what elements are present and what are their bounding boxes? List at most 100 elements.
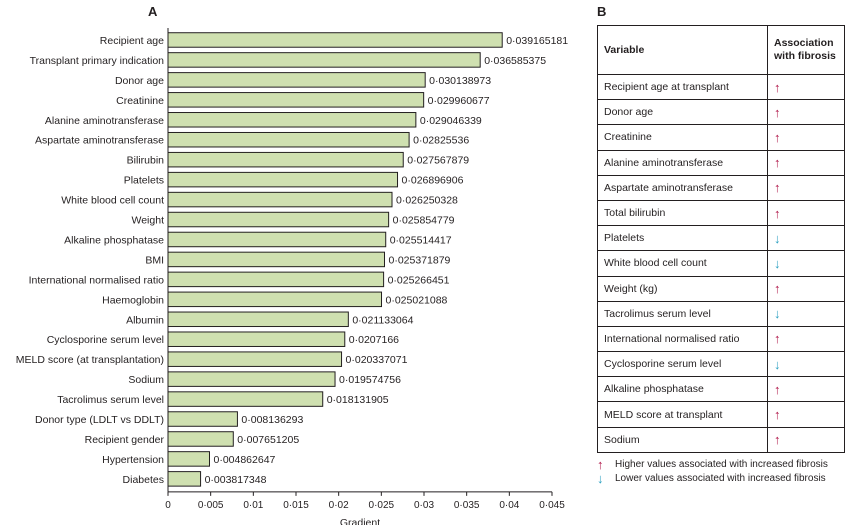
legend-up-row: ↑ Higher values associated with increase…	[597, 458, 828, 472]
legend: ↑ Higher values associated with increase…	[597, 458, 828, 486]
x-tick-label: 0·015	[283, 500, 309, 511]
up-arrow-icon: ↑	[767, 275, 845, 302]
bar	[167, 331, 346, 347]
table-row: Platelets ↓	[597, 225, 845, 252]
table-row: Total bilirubin ↑	[597, 199, 845, 227]
x-tick-label: 0·045	[539, 500, 565, 511]
table-row: Weight (kg) ↑	[597, 275, 845, 302]
bar	[167, 431, 234, 447]
category-label: Alkaline phosphatase	[64, 234, 164, 246]
table-row: Creatinine ↑	[597, 124, 845, 151]
category-label: Transplant primary indication	[30, 55, 165, 67]
bar	[167, 72, 426, 88]
up-arrow-icon: ↑	[767, 174, 845, 201]
bar	[167, 251, 386, 268]
x-tick-label: 0·01	[243, 500, 263, 511]
bar	[167, 92, 425, 108]
bar	[167, 371, 336, 387]
bar	[167, 351, 343, 367]
category-label: Donor age	[115, 75, 164, 87]
category-label: International normalised ratio	[29, 274, 165, 286]
category-label: Platelets	[124, 175, 164, 187]
data-label: 0·025371879	[389, 254, 451, 266]
x-tick-label: 0·03	[414, 500, 434, 511]
variable-cell: White blood cell count	[597, 250, 768, 277]
variable-cell: International normalised ratio	[597, 325, 768, 353]
variable-cell: Recipient age at transplant	[597, 73, 768, 101]
category-label: Alanine aminotransferase	[45, 115, 164, 127]
up-arrow-icon: ↑	[767, 149, 845, 176]
down-arrow-icon: ↓	[767, 300, 845, 327]
bar	[167, 291, 383, 308]
bar	[167, 112, 417, 128]
variable-cell: MELD score at transplant	[597, 401, 768, 428]
bar	[167, 471, 202, 487]
category-label: Tacrolimus serum level	[57, 394, 164, 406]
category-label: White blood cell count	[61, 195, 164, 207]
data-label: 0·008136293	[241, 414, 303, 426]
category-label: BMI	[145, 254, 164, 266]
bar	[167, 211, 390, 228]
table-row: Tacrolimus serum level ↓	[597, 300, 845, 327]
x-tick-label: 0·025	[369, 500, 395, 511]
x-tick-label: 0·02	[329, 500, 349, 511]
up-arrow-icon: ↑	[767, 73, 845, 101]
bar	[167, 231, 387, 248]
gradient-bar-chart: Recipient age 0·039165181 Transplant prima…	[16, 28, 568, 525]
bar	[167, 311, 349, 328]
category-label: Hypertension	[102, 454, 164, 466]
bar	[167, 451, 210, 467]
data-label: 0·004862647	[213, 454, 275, 466]
table-row: MELD score at transplant ↑	[597, 401, 845, 428]
data-label: 0·036585375	[484, 55, 546, 67]
bar	[167, 411, 238, 427]
table-row: White blood cell count ↓	[597, 250, 845, 277]
data-label: 0·019574756	[339, 374, 401, 386]
variable-cell: Cyclosporine serum level	[597, 351, 768, 378]
variable-cell: Tacrolimus serum level	[597, 300, 768, 327]
category-label: Haemoglobin	[102, 294, 164, 306]
bar	[167, 52, 481, 68]
bar	[167, 191, 393, 208]
data-label: 0·025266451	[388, 274, 450, 286]
category-label: Creatinine	[116, 95, 164, 107]
category-label: Aspartate aminotransferase	[35, 135, 164, 147]
data-label: 0·027567879	[407, 155, 469, 167]
variable-cell: Weight (kg)	[597, 275, 768, 302]
category-label: Diabetes	[123, 474, 164, 486]
table-row: Alanine aminotransferase ↑	[597, 149, 845, 176]
data-label: 0·02825536	[413, 135, 469, 147]
table-header-row: Variable Association with fibrosis	[597, 25, 845, 75]
bar	[167, 171, 399, 188]
panel-b-label: B	[597, 4, 607, 19]
data-label: 0·026896906	[402, 175, 464, 187]
variable-cell: Donor age	[597, 99, 768, 126]
variable-cell: Platelets	[597, 225, 768, 252]
header-association: Association with fibrosis	[767, 25, 845, 75]
variable-cell: Alkaline phosphatase	[597, 376, 768, 403]
up-arrow-icon: ↑	[767, 426, 845, 453]
variable-cell: Alanine aminotransferase	[597, 149, 768, 176]
category-label: Weight	[132, 215, 165, 227]
bar	[167, 32, 503, 48]
down-arrow-icon: ↓	[767, 351, 845, 378]
legend-down-text: Lower values associated with increased f…	[615, 473, 826, 484]
category-label: Bilirubin	[127, 155, 165, 167]
data-label: 0·026250328	[396, 195, 458, 207]
bar	[167, 271, 385, 288]
down-arrow-icon: ↓	[767, 250, 845, 277]
header-variable: Variable	[597, 25, 768, 75]
category-label: Recipient age	[100, 35, 164, 47]
bar	[167, 131, 410, 148]
data-label: 0·025854779	[393, 215, 455, 227]
category-label: Donor type (LDLT vs DDLT)	[35, 414, 164, 426]
up-arrow-icon: ↑	[597, 457, 604, 472]
bar	[167, 391, 324, 407]
association-table-container: Variable Association with fibrosis Recip…	[597, 25, 845, 453]
data-label: 0·0207166	[349, 334, 399, 346]
category-label: Recipient gender	[85, 434, 165, 446]
data-label: 0·025514417	[390, 234, 452, 246]
variable-cell: Sodium	[597, 426, 768, 453]
data-label: 0·029046339	[420, 115, 482, 127]
category-label: MELD score (at transplantation)	[16, 354, 164, 366]
